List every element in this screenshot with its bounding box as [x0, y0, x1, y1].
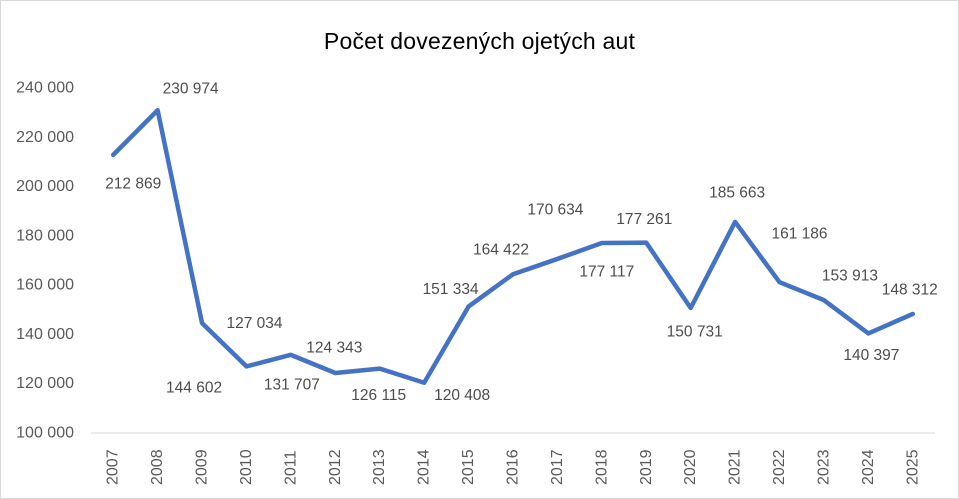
x-axis-tick-label: 2019 [638, 449, 655, 485]
x-axis-tick-label: 2015 [460, 449, 477, 485]
x-axis-tick-label: 2013 [371, 449, 388, 485]
x-axis-tick-label: 2016 [505, 449, 522, 485]
x-axis-tick-label: 2017 [549, 449, 566, 485]
x-axis-tick-label: 2023 [815, 449, 832, 485]
y-axis-tick-label: 220 000 [16, 129, 74, 146]
y-axis-tick-label: 120 000 [16, 375, 74, 392]
x-axis-tick-label: 2021 [727, 449, 744, 485]
x-axis-tick-label: 2024 [860, 449, 877, 485]
x-axis-tick-label: 2011 [282, 450, 299, 485]
x-axis-tick-label: 2022 [771, 449, 788, 485]
data-point-label: 150 731 [667, 323, 723, 340]
data-point-label: 120 408 [434, 387, 490, 404]
x-axis-tick-label: 2010 [238, 449, 255, 485]
data-point-label: 126 115 [351, 387, 406, 404]
x-axis-tick-label: 2009 [194, 449, 211, 485]
data-point-label: 161 186 [772, 226, 828, 243]
y-axis-tick-label: 160 000 [16, 277, 74, 294]
data-point-label: 164 422 [473, 242, 529, 259]
y-axis-tick-label: 240 000 [16, 80, 74, 97]
data-series-line [110, 107, 916, 385]
y-axis-tick-label: 140 000 [16, 326, 74, 343]
y-axis-tick-label: 200 000 [16, 178, 74, 195]
data-point-label: 170 634 [527, 201, 583, 218]
x-axis-tick-label: 2007 [105, 449, 122, 485]
data-point-label: 124 343 [306, 340, 362, 357]
data-point-label: 148 312 [882, 281, 938, 298]
x-axis-tick-label: 2025 [904, 449, 921, 485]
chart-title: Počet dovezených ojetých aut [323, 28, 636, 54]
data-point-label: 131 707 [264, 376, 320, 393]
data-point-label: 153 913 [822, 268, 878, 285]
data-point-label: 177 117 [579, 263, 634, 280]
data-point-label: 144 602 [166, 380, 222, 397]
x-axis-tick-label: 2020 [682, 449, 699, 485]
data-point-label: 151 334 [423, 281, 479, 298]
x-axis-tick-label: 2018 [593, 449, 610, 485]
x-axis-tick-label: 2008 [149, 449, 166, 485]
data-point-label: 140 397 [843, 347, 899, 364]
y-axis-tick-label: 100 000 [16, 425, 74, 442]
data-point-label: 212 869 [105, 175, 161, 192]
data-point-label: 230 974 [163, 81, 219, 98]
y-axis-tick-label: 180 000 [16, 227, 74, 244]
x-axis-tick-label: 2014 [416, 449, 433, 485]
x-axis-tick-label: 2012 [327, 449, 344, 485]
data-point-label: 177 261 [616, 211, 672, 228]
data-point-label: 185 663 [709, 184, 765, 201]
data-point-label: 127 034 [226, 315, 282, 332]
